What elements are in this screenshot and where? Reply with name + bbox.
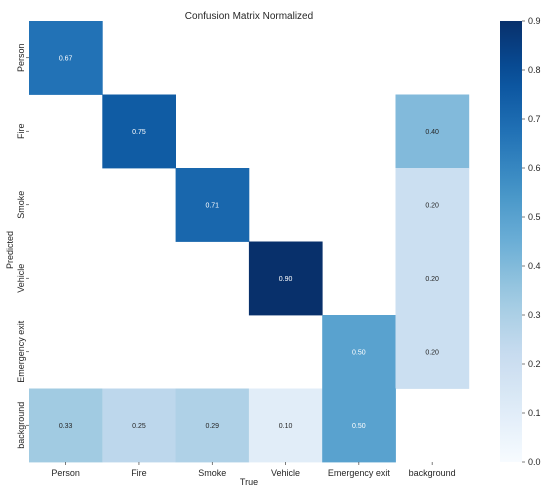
heatmap-cell	[322, 388, 396, 463]
cell-value-label: 0.71	[205, 202, 219, 209]
x-tick-label: Emergency exit	[328, 468, 391, 478]
cell-value-label: 0.40	[425, 129, 439, 136]
y-axis-ticks: Person Fire Smoke Vehicle Emergency exit back…	[16, 43, 29, 449]
cell-value-label: 0.50	[352, 423, 366, 430]
heatmap-cell	[175, 168, 250, 242]
colorbar-tick-label: 0.1	[528, 408, 541, 418]
y-tick-label: Vehicle	[16, 264, 26, 293]
colorbar-ticks: 0.0 0.1 0.2 0.3 0.4 0.5 0.6 0.7 0.8 0.9	[522, 16, 541, 467]
y-tick-label: Emergency exit	[16, 320, 26, 383]
colorbar-tick-label: 0.7	[528, 114, 541, 124]
colorbar-tick-label: 0.2	[528, 359, 541, 369]
heatmap-cell	[395, 168, 470, 242]
cell-value-label: 0.67	[59, 55, 73, 62]
colorbar	[500, 21, 522, 462]
heatmap-cell	[102, 388, 176, 463]
cell-value-label: 0.10	[279, 423, 293, 430]
y-tick-label: Smoke	[16, 191, 26, 219]
x-tick-label: Person	[51, 468, 80, 478]
x-tick-label: Fire	[131, 468, 147, 478]
x-tick-label: Smoke	[198, 468, 226, 478]
heatmap-cell	[395, 94, 470, 169]
x-tick-label: background	[409, 468, 456, 478]
heatmap-cells	[29, 21, 470, 463]
colorbar-tick-label: 0.9	[528, 16, 541, 26]
heatmap-cell	[322, 315, 396, 389]
heatmap-cell	[29, 388, 103, 463]
heatmap-cell	[175, 388, 250, 463]
cell-value-label: 0.90	[279, 276, 293, 283]
colorbar-tick-label: 0.4	[528, 261, 541, 271]
cell-value-label: 0.33	[59, 423, 73, 430]
colorbar-tick-label: 0.3	[528, 310, 541, 320]
chart-title: Confusion Matrix Normalized	[185, 11, 313, 22]
heatmap-cell	[395, 315, 470, 389]
heatmap-cell	[395, 241, 470, 316]
y-tick-label: background	[16, 402, 26, 449]
cell-value-label: 0.50	[352, 349, 366, 356]
cell-value-label: 0.20	[425, 276, 439, 283]
heatmap-cell-labels: 0.67 0.75 0.40 0.71 0.20 0.90 0.20 0.50 0.20 0.33…	[59, 55, 439, 430]
x-axis-title: True	[240, 477, 258, 487]
y-tick-label: Fire	[16, 124, 26, 140]
cell-value-label: 0.20	[425, 202, 439, 209]
cell-value-label: 0.25	[132, 423, 146, 430]
colorbar-tick-label: 0.5	[528, 212, 541, 222]
colorbar-tick-label: 0.8	[528, 65, 541, 75]
x-tick-label: Vehicle	[271, 468, 300, 478]
heatmap-cell	[248, 388, 323, 463]
colorbar-tick-label: 0.0	[528, 457, 541, 467]
heatmap-cell	[102, 94, 176, 169]
cell-value-label: 0.20	[425, 349, 439, 356]
cell-value-label: 0.75	[132, 129, 146, 136]
heatmap-cell	[248, 241, 323, 316]
y-tick-label: Person	[16, 43, 26, 72]
y-axis-title: Predicted	[5, 231, 15, 269]
cell-value-label: 0.29	[205, 423, 219, 430]
colorbar-tick-label: 0.6	[528, 163, 541, 173]
x-axis-ticks: Person Fire Smoke Vehicle Emergency exit back…	[51, 462, 456, 478]
heatmap-cell	[29, 21, 103, 95]
